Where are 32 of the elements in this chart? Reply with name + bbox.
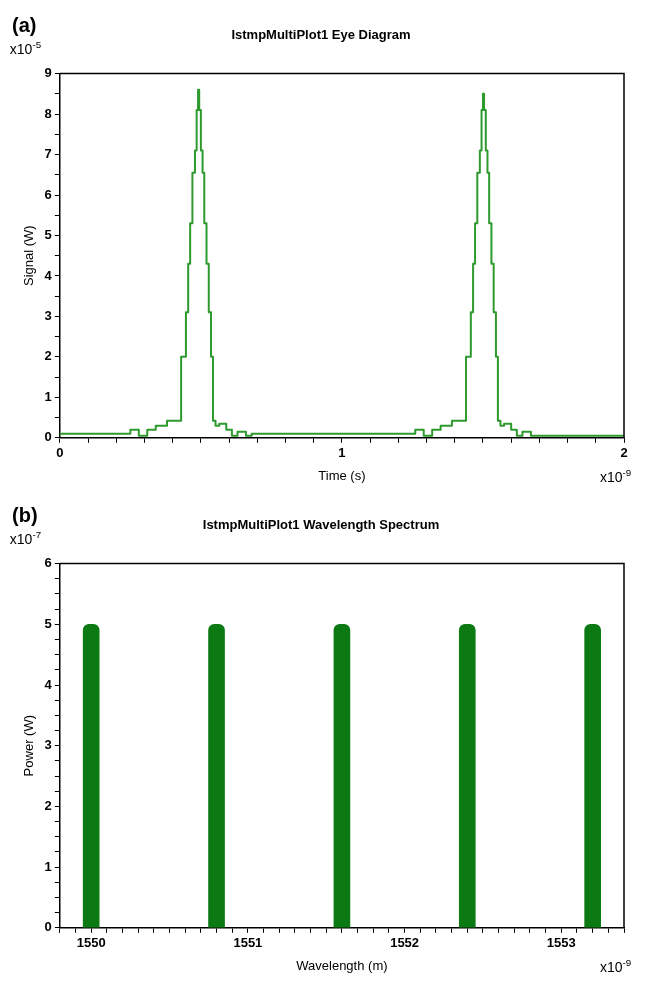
y-tick-label: 3 — [44, 737, 52, 753]
y-tick-label: 5 — [44, 227, 52, 243]
x-tick-label: 2 — [620, 445, 628, 461]
y-tick-label: 3 — [44, 307, 52, 323]
y-tick-label: 7 — [44, 146, 52, 162]
x-tick-label: 1550 — [76, 935, 106, 951]
y-tick-label: 9 — [44, 65, 52, 81]
y-tick-label: 4 — [44, 676, 53, 692]
text: (a) — [12, 14, 37, 36]
y-tick-label: 0 — [44, 429, 52, 445]
y-tick-label: 0 — [44, 919, 52, 935]
y-tick-label: 5 — [44, 615, 52, 631]
x-axis-title: Wavelength (m) — [296, 957, 388, 973]
chart-title: IstmpMultiPlot1 Eye Diagram — [231, 27, 411, 43]
text: (b) — [12, 504, 38, 526]
y-tick-label: 2 — [44, 348, 52, 364]
y-tick-label: 1 — [44, 388, 52, 404]
y-tick-label: 6 — [44, 186, 52, 202]
y-tick-label: 2 — [44, 797, 52, 813]
x-axis-title: Time (s) — [318, 467, 366, 483]
y-axis-title: Signal (W) — [21, 225, 37, 287]
y-tick-label: 4 — [44, 267, 53, 283]
x-tick-label: 1552 — [390, 935, 420, 951]
y-tick-label: 1 — [44, 858, 52, 874]
y-tick-label: 6 — [44, 555, 52, 571]
y-axis-title: Power (W) — [21, 715, 37, 777]
x-tick-label: 1553 — [546, 935, 576, 951]
chart-title: IstmpMultiPlot1 Wavelength Spectrum — [202, 517, 440, 533]
x-tick-label: 1 — [338, 445, 346, 461]
x-tick-label: 0 — [56, 445, 64, 461]
x-tick-label: 1551 — [233, 935, 263, 951]
y-tick-label: 8 — [44, 105, 52, 121]
